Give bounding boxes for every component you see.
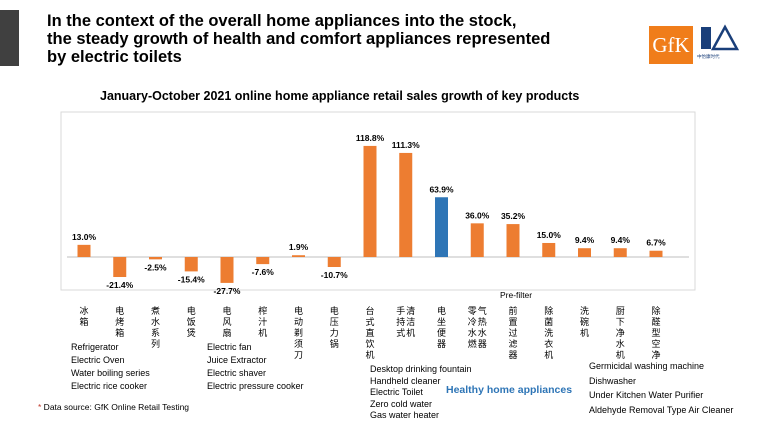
data-label-0: 13.0% [72, 232, 97, 242]
legend-item: Electric fan [207, 342, 252, 352]
data-label-10: 63.9% [429, 184, 454, 194]
category-label-16: 除醛型空净 [651, 305, 660, 361]
data-label-11: 36.0% [465, 210, 490, 220]
bar-10 [435, 197, 448, 257]
category-label-7: 电压力锅 [330, 305, 339, 350]
source-star: * [38, 402, 42, 412]
side-accent-bar [0, 10, 19, 66]
legend-item: Electric rice cooker [71, 381, 148, 391]
category-label-14: 洗碗机 [580, 305, 589, 339]
category-label-2: 煮水系列 [151, 306, 160, 350]
category-label-5: 榨汁机 [258, 305, 267, 339]
bar-9 [399, 152, 413, 257]
bar-13 [542, 242, 556, 257]
category-label-12: 前置过滤器 [508, 305, 517, 361]
bar-8 [363, 145, 377, 257]
cmm-logo-text: 中怡康时代 [697, 54, 720, 59]
data-label-3: -15.4% [178, 274, 205, 284]
legend-item: Electric shaver [207, 368, 267, 378]
legend-left-col1: Refrigerator Electric Oven Water boiling… [71, 341, 150, 393]
category-label-4: 电风扇 [222, 305, 231, 339]
bar-0 [77, 244, 91, 257]
cmm-logo: 中怡康时代 [697, 24, 741, 68]
data-label-1: -21.4% [106, 280, 133, 290]
data-label-13: 15.0% [537, 230, 562, 240]
plot-frame [60, 111, 696, 291]
source-text: Data source: GfK Online Retail Testing [41, 402, 190, 412]
data-label-4: -27.7% [214, 286, 241, 296]
category-label-8: 台式直饮机 [365, 305, 374, 361]
legend-item: Under Kitchen Water Purifier [589, 390, 704, 400]
bar-6 [292, 255, 305, 257]
legend-item: Aldehyde Removal Type Air Cleaner [589, 404, 734, 415]
page-headline: In the context of the overall home appli… [47, 12, 647, 66]
category-label-15: 厨下净水机 [616, 306, 625, 361]
data-label-5: -7.6% [252, 267, 275, 277]
cmm-logo-mark [701, 24, 740, 51]
bar-12 [506, 224, 520, 257]
legend-item: Water boiling series [71, 368, 150, 378]
legend-item: Juice Extractor [207, 355, 267, 365]
headline-line-3: by electric toilets [47, 48, 182, 66]
bar-3 [184, 257, 198, 272]
data-label-14: 9.4% [575, 235, 595, 245]
category-label-11: 零冷水燃气热水器 [468, 305, 487, 350]
category-label-6: 电动剃须刀 [294, 305, 303, 361]
category-label-13: 除菌洗衣机 [544, 305, 553, 361]
chart-title: January-October 2021 online home applian… [100, 89, 580, 103]
data-label-6: 1.9% [289, 242, 309, 252]
healthy-appliances-label: Healthy home appliances [446, 384, 573, 396]
data-label-8: 118.8% [356, 133, 385, 143]
bar-2 [149, 257, 162, 260]
category-label-3: 电饭煲 [187, 305, 196, 339]
data-label-9: 111.3% [392, 140, 420, 150]
data-label-16: 6.7% [646, 238, 666, 248]
data-label-7: -10.7% [321, 270, 348, 280]
legend-item: Handheld cleaner [370, 375, 441, 386]
headline-line-2: the steady growth of health and comfort … [47, 30, 551, 48]
bar-14 [578, 248, 591, 257]
legend-item: Gas water heater [370, 410, 440, 420]
bar-16 [649, 250, 663, 257]
headline-line-1: In the context of the overall home appli… [47, 12, 517, 30]
legend-item: Electric pressure cooker [207, 381, 304, 391]
data-label-12: 35.2% [501, 211, 526, 221]
legend-middle: Desktop drinking fountain Handheld clean… [370, 364, 472, 422]
legend-item: Electric Toilet [370, 387, 423, 397]
legend-item: Zero cold water [370, 398, 433, 409]
bar-1 [113, 257, 127, 278]
bar-4 [220, 257, 234, 283]
bar-5 [256, 257, 270, 265]
category-label-0: 冰箱 [79, 305, 88, 328]
legend-prefilter: Pre-filter [500, 290, 533, 300]
bar-7 [327, 257, 341, 268]
legend-item: Germicidal washing machine [589, 361, 705, 371]
legend-item: Refrigerator [71, 342, 119, 352]
legend-item: Desktop drinking fountain [370, 364, 472, 374]
legend-item: Electric Oven [71, 355, 125, 365]
legend-right: Germicidal washing machine Dishwasher Un… [589, 359, 733, 417]
legend-item: Dishwasher [589, 375, 637, 386]
bar-11 [470, 223, 484, 257]
data-label-15: 9.4% [611, 235, 631, 245]
gfk-logo: GfK [649, 26, 693, 64]
category-label-1: 电烤箱 [115, 305, 124, 339]
data-label-2: -2.5% [144, 262, 167, 272]
legend-left-col2: Electric fan Juice Extractor Electric sh… [207, 341, 304, 393]
bar-15 [613, 248, 627, 257]
category-label-10: 电坐便器 [437, 305, 446, 350]
category-label-9: 手持式清洁机 [396, 305, 415, 339]
data-source-note: * Data source: GfK Online Retail Testing [38, 402, 189, 412]
